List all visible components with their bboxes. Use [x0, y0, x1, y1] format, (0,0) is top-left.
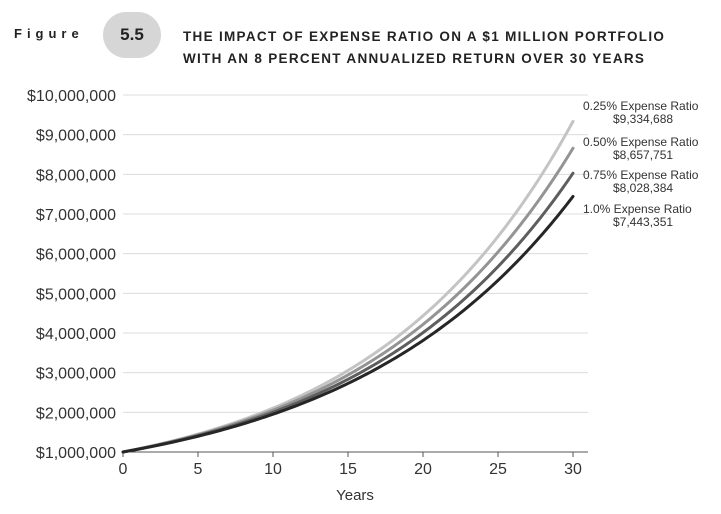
figure-label: Figure [14, 26, 84, 41]
y-tick-label: $2,000,000 [36, 405, 116, 422]
x-tick-label: 25 [489, 461, 507, 478]
chart-title: The Impact of Expense Ratio on a $1 Mill… [183, 26, 703, 70]
x-tick-label: 0 [119, 461, 128, 478]
series-value-label: $8,657,751 [613, 148, 673, 162]
x-axis-title: Years [336, 487, 374, 504]
x-tick-label: 20 [414, 461, 432, 478]
series-name-label: 1.0% Expense Ratio [583, 202, 692, 216]
y-tick-label: $1,000,000 [36, 445, 116, 462]
x-tick-label: 15 [339, 461, 357, 478]
x-tick-label: 30 [564, 461, 582, 478]
series-name-label: 0.50% Expense Ratio [583, 135, 699, 149]
y-tick-label: $3,000,000 [36, 366, 116, 383]
figure-number-badge: 5.5 [103, 12, 161, 58]
series-line [121, 146, 575, 454]
chart-title-line-2: with an 8 Percent Annualized Return Over… [183, 51, 646, 66]
y-tick-label: $9,000,000 [36, 128, 116, 145]
y-tick-label: $4,000,000 [36, 326, 116, 343]
figure-number: 5.5 [120, 25, 144, 44]
series-value-label: $7,443,351 [613, 215, 673, 229]
series-value-label: $8,028,384 [613, 181, 673, 195]
x-tick-label: 5 [194, 461, 203, 478]
series-name-label: 0.25% Expense Ratio [583, 99, 699, 113]
series-line [121, 171, 575, 454]
y-tick-label: $5,000,000 [36, 286, 116, 303]
chart-title-line-1: The Impact of Expense Ratio on a $1 Mill… [183, 29, 666, 44]
series-line [121, 194, 575, 454]
y-tick-label: $7,000,000 [36, 207, 116, 224]
y-tick-label: $6,000,000 [36, 247, 116, 264]
series-line [121, 119, 575, 454]
x-tick-label: 10 [264, 461, 282, 478]
series-value-label: $9,334,688 [613, 112, 673, 126]
series-name-label: 0.75% Expense Ratio [583, 168, 699, 182]
y-tick-label: $8,000,000 [36, 167, 116, 184]
y-tick-label: $10,000,000 [27, 88, 116, 105]
